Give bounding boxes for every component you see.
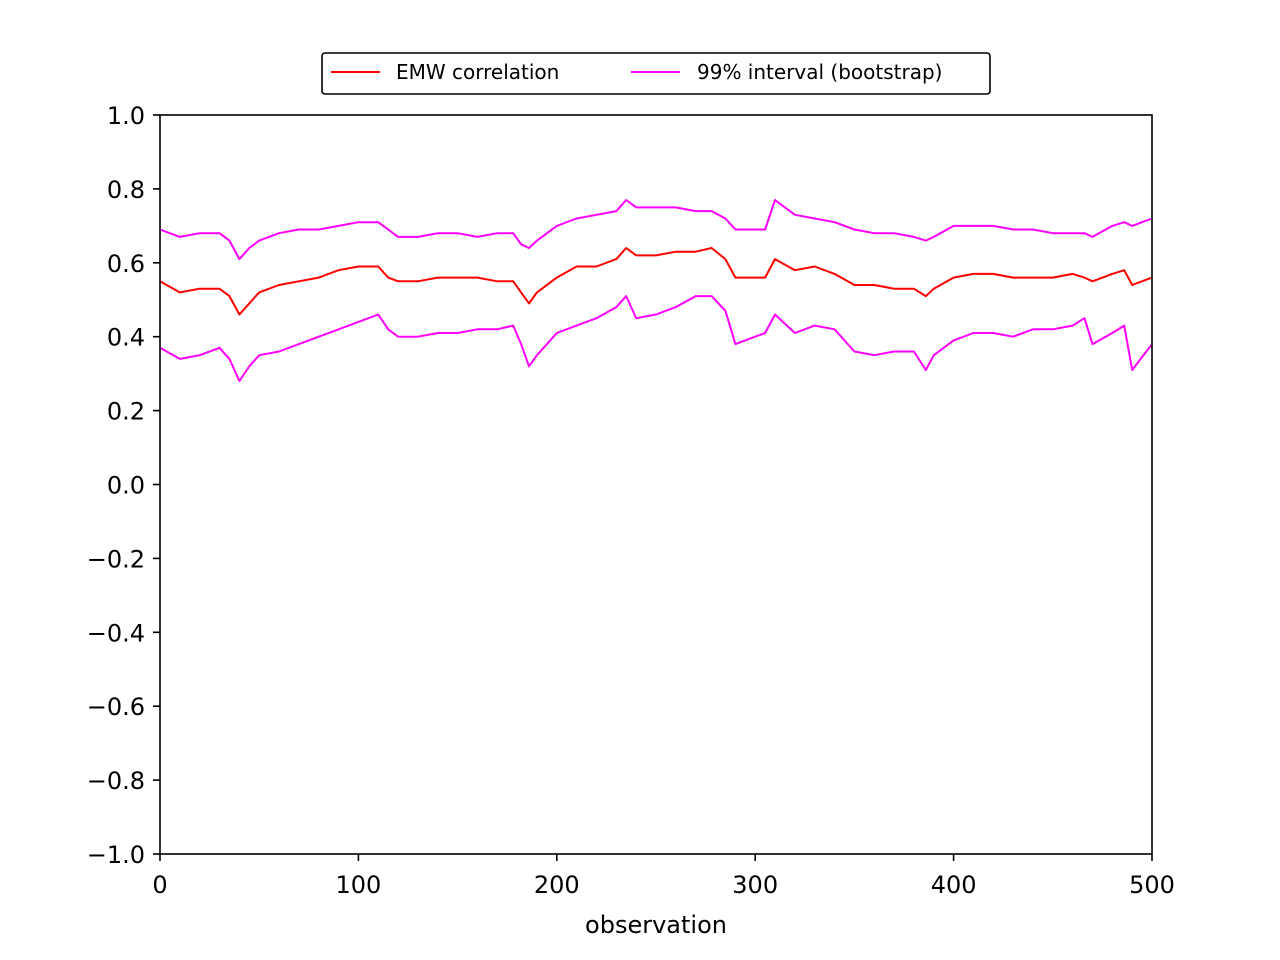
- x-tick-label: 200: [534, 871, 580, 899]
- legend-label-interval: 99% interval (bootstrap): [697, 60, 942, 84]
- y-axis: −1.0 −0.8 −0.6 −0.4 −0.2 0.0 0.2 0.4 0.6 0.8 1.0: [87, 102, 160, 869]
- x-tick-label: 400: [931, 871, 977, 899]
- y-tick-label: 0.4: [107, 324, 145, 352]
- legend-label-emw: EMW correlation: [396, 60, 559, 84]
- series-line-interval-upper: [159, 199, 1153, 261]
- y-tick-label: −0.4: [87, 619, 145, 647]
- y-tick-label: 0.8: [107, 176, 145, 204]
- y-tick-label: −0.8: [87, 767, 145, 795]
- series-line-interval-lower: [159, 295, 1153, 382]
- x-axis: 0 100 200 300 400 500: [152, 854, 1175, 899]
- legend: EMW correlation 99% interval (bootstrap): [321, 52, 991, 95]
- series-line-emw-correlation: [159, 247, 1153, 316]
- y-tick-label: 0.0: [107, 472, 145, 500]
- y-tick-label: 0.2: [107, 398, 145, 426]
- series-layer: [159, 199, 1153, 382]
- y-tick-label: −0.2: [87, 545, 145, 573]
- y-tick-label: 0.6: [107, 250, 145, 278]
- y-tick-label: 1.0: [107, 102, 145, 130]
- x-axis-label: observation: [585, 911, 727, 939]
- x-tick-label: 100: [335, 871, 381, 899]
- x-tick-label: 500: [1129, 871, 1175, 899]
- x-tick-label: 300: [732, 871, 778, 899]
- x-tick-label: 0: [152, 871, 167, 899]
- y-tick-label: −0.6: [87, 693, 145, 721]
- legend-box: [321, 52, 991, 95]
- y-tick-label: −1.0: [87, 841, 145, 869]
